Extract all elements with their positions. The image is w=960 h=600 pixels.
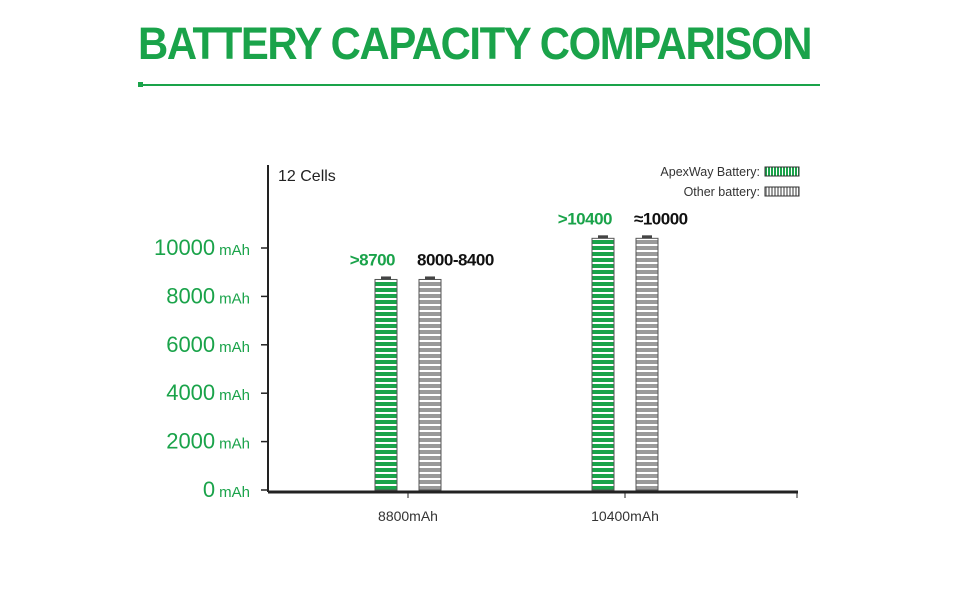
data-label-apexway: >8700	[350, 250, 395, 269]
legend-swatch-apexway	[764, 166, 800, 177]
corner-label: 12 Cells	[278, 168, 336, 185]
data-label-other: ≈10000	[634, 209, 688, 228]
legend-swatch-other	[764, 186, 800, 197]
bar-cap	[642, 235, 652, 239]
y-tick-label: 0 mAh	[203, 477, 250, 502]
data-label-other: 8000-8400	[417, 250, 494, 269]
x-tick-label: 8800mAh	[378, 508, 438, 524]
y-tick-label: 2000 mAh	[166, 429, 250, 454]
data-label-apexway: >10400	[558, 209, 612, 228]
bar-cap	[425, 276, 435, 280]
y-tick-label: 6000 mAh	[166, 332, 250, 357]
title-underline	[138, 84, 820, 86]
bar-cap	[381, 276, 391, 280]
bar-other	[418, 278, 442, 491]
x-tick-label: 10400mAh	[591, 508, 659, 524]
legend-label: ApexWay Battery:	[660, 165, 760, 179]
title-underline-dot	[138, 82, 143, 87]
bar-apexway	[591, 237, 615, 491]
page-title: BATTERY CAPACITY COMPARISON	[138, 18, 812, 69]
bar-cap	[598, 235, 608, 239]
bar-other	[635, 237, 659, 491]
y-tick-label: 4000 mAh	[166, 380, 250, 405]
y-tick-label: 8000 mAh	[166, 283, 250, 308]
legend-label: Other battery:	[684, 185, 760, 199]
bar-apexway	[374, 278, 398, 491]
y-tick-label: 10000 mAh	[154, 235, 250, 260]
